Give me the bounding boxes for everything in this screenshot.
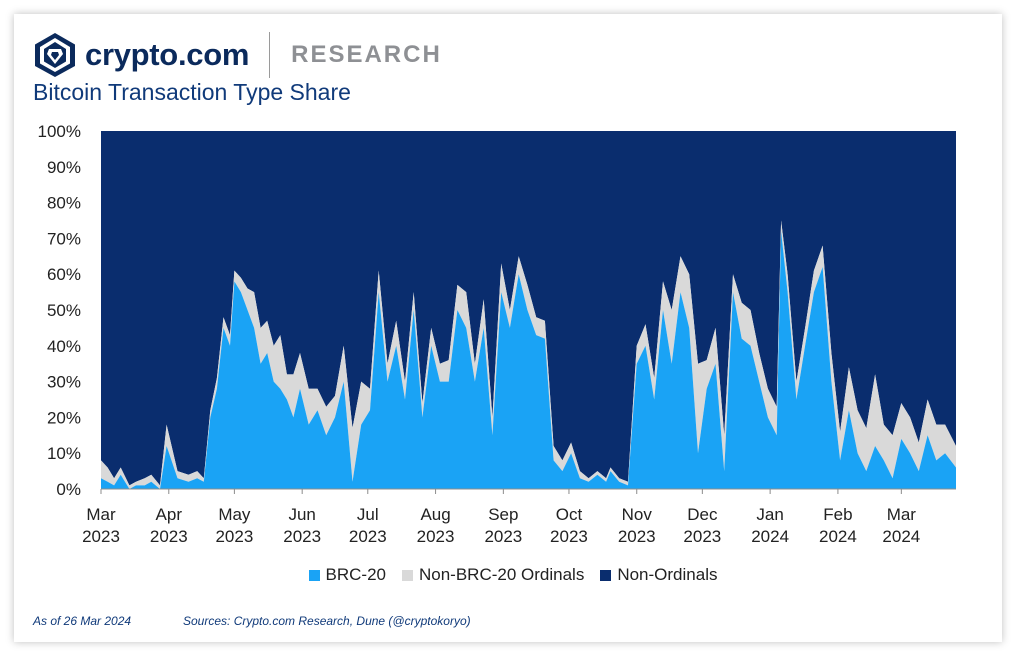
brand-header: crypto.com RESEARCH	[34, 30, 442, 80]
x-tick-month: Mar	[86, 505, 116, 524]
x-tick-year: 2023	[550, 527, 588, 546]
x-tick-month: Jan	[756, 505, 783, 524]
plot-areas	[101, 131, 956, 489]
legend-swatch-non-brc20-ordinals	[401, 569, 413, 581]
y-tick-label: 70%	[47, 229, 81, 248]
x-tick-month: Feb	[823, 505, 852, 524]
y-tick-label: 20%	[47, 408, 81, 427]
x-tick-month: Dec	[687, 505, 718, 524]
y-tick-label: 100%	[38, 122, 81, 141]
legend-swatch-brc20	[308, 569, 320, 581]
y-tick-label: 80%	[47, 194, 81, 213]
x-tick-month: Mar	[887, 505, 917, 524]
x-tick-year: 2023	[150, 527, 188, 546]
y-tick-label: 10%	[47, 444, 81, 463]
legend-item-brc20: BRC-20	[308, 565, 386, 585]
x-tick-month: Oct	[556, 505, 583, 524]
x-tick-month: Jul	[357, 505, 379, 524]
x-tick-month: Jun	[288, 505, 315, 524]
x-tick-year: 2024	[751, 527, 789, 546]
sources-note: Sources: Crypto.com Research, Dune (@cry…	[183, 614, 471, 628]
y-axis: 0% 10% 20% 30% 40% 50% 60% 70% 80% 90% 100%	[38, 122, 81, 499]
stacked-area-chart: 0% 10% 20% 30% 40% 50% 60% 70% 80% 90% 100% Mar 202…	[38, 122, 956, 546]
x-tick-year: 2023	[683, 527, 721, 546]
area-non-ordinals	[101, 131, 956, 486]
chart-legend: BRC-20 Non-BRC-20 Ordinals Non-Ordinals	[0, 565, 1026, 585]
brand-divider	[269, 32, 271, 78]
x-tick-year: 2023	[417, 527, 455, 546]
x-tick-year: 2023	[618, 527, 656, 546]
x-tick-month: Sep	[488, 505, 518, 524]
crypto-com-logo-icon	[35, 33, 75, 77]
y-tick-label: 40%	[47, 337, 81, 356]
brand-tag: RESEARCH	[291, 41, 442, 68]
legend-item-non-brc20-ordinals: Non-BRC-20 Ordinals	[401, 565, 585, 585]
chart-title: Bitcoin Transaction Type Share	[33, 79, 351, 105]
x-tick-month: Nov	[622, 505, 653, 524]
x-tick-year: 2023	[484, 527, 522, 546]
y-tick-label: 90%	[47, 158, 81, 177]
y-tick-label: 60%	[47, 265, 81, 284]
x-tick-year: 2023	[283, 527, 321, 546]
legend-label-non-ordinals: Non-Ordinals	[617, 565, 718, 584]
area-brc20	[101, 231, 956, 489]
x-axis: Mar 2023 Apr 2023 May 2023 Jun 2023 Jul 2023 Aug 20…	[82, 488, 956, 546]
area-non-brc20-ordinals	[101, 220, 956, 489]
x-tick-year: 2024	[819, 527, 857, 546]
x-tick-year: 2023	[349, 527, 387, 546]
legend-label-non-brc20-ordinals: Non-BRC-20 Ordinals	[418, 565, 585, 584]
y-tick-label: 50%	[47, 301, 81, 320]
brand-name: crypto.com	[85, 37, 250, 72]
legend-swatch-non-ordinals	[600, 569, 612, 581]
x-tick-year: 2023	[82, 527, 120, 546]
y-tick-label: 0%	[56, 480, 81, 499]
x-tick-month: May	[218, 505, 251, 524]
x-tick-month: Aug	[420, 505, 450, 524]
x-tick-year: 2024	[882, 527, 920, 546]
x-tick-month: Apr	[156, 505, 183, 524]
as-of-note: As of 26 Mar 2024	[33, 614, 132, 628]
x-tick-year: 2023	[215, 527, 253, 546]
legend-item-non-ordinals: Non-Ordinals	[600, 565, 717, 585]
y-tick-label: 30%	[47, 373, 81, 392]
legend-label-brc20: BRC-20	[325, 565, 386, 584]
